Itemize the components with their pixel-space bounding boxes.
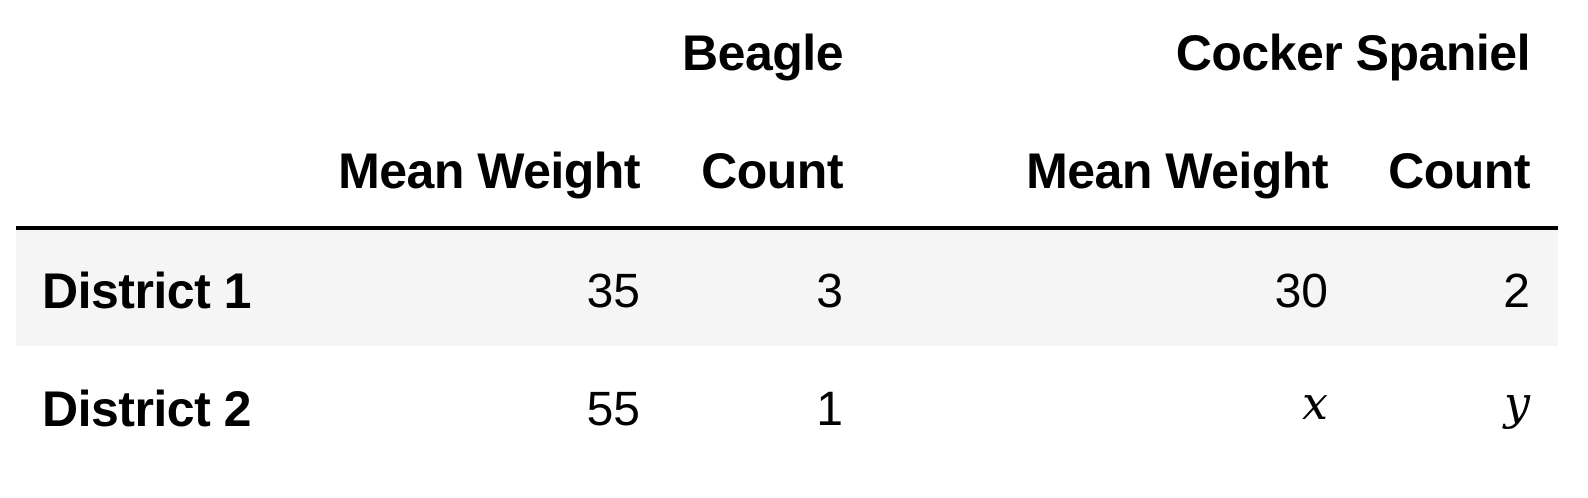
table-cell: 2 <box>1503 265 1530 318</box>
data-table: Beagle Cocker Spaniel Mean Weight Count … <box>16 0 1578 498</box>
column-group-beagle: Beagle <box>682 25 843 81</box>
header-rule <box>16 226 1558 230</box>
table-cell: 35 <box>586 265 640 318</box>
column-header-cocker-spaniel-count: Count <box>1388 143 1530 199</box>
table-cell: x <box>1302 376 1328 430</box>
column-header-cocker-spaniel-mean-weight: Mean Weight <box>1026 143 1328 199</box>
table-cell: 1 <box>816 383 843 436</box>
column-header-beagle-count: Count <box>701 143 843 199</box>
row-label: District 1 <box>42 263 251 319</box>
table-cell: 55 <box>586 383 640 436</box>
table-cell: 3 <box>816 265 843 318</box>
column-header-beagle-mean-weight: Mean Weight <box>338 143 640 199</box>
column-group-cocker-spaniel: Cocker Spaniel <box>1175 25 1531 81</box>
table-row-stripe <box>16 230 1558 346</box>
table-cell: y <box>1504 376 1530 430</box>
table-cell: 30 <box>1274 265 1328 318</box>
row-label: District 2 <box>42 381 251 437</box>
